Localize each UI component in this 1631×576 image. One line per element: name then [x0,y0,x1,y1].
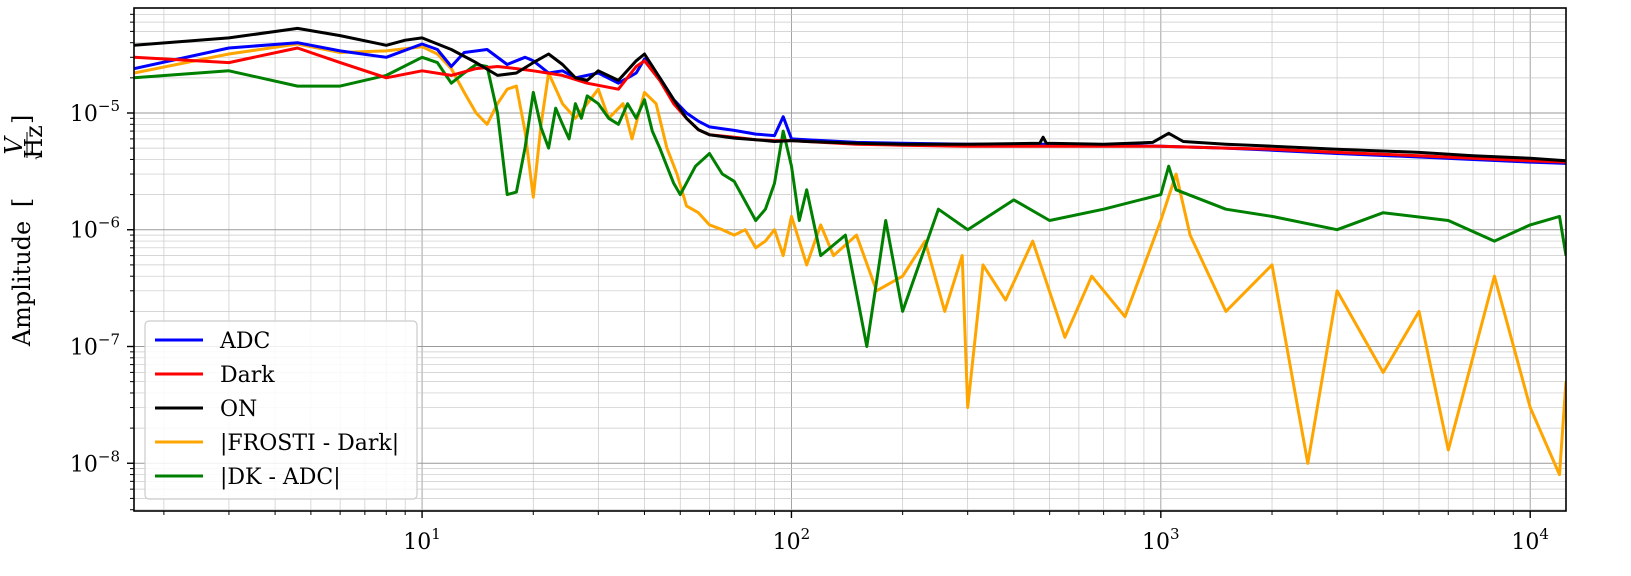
tick-label-layer: 101 102 103 104 10−8 10−7 10−6 10−5 [70,97,1549,555]
y-tick-label: 10−7 [70,331,120,361]
y-axis-unit-denominator: Hz [20,125,48,159]
y-tick-label: 10−5 [70,97,120,127]
x-tick-label: 104 [1511,525,1549,555]
x-tick-label: 103 [1142,525,1180,555]
y-axis-label: Amplitude [ V √ Hz ] [0,115,48,348]
legend-label: |DK - ADC| [220,465,341,490]
legend: ADC Dark ON |FROSTI - Dark| |DK - ADC| [144,320,418,500]
x-tick-label: 102 [773,525,811,555]
legend-label: ADC [219,329,270,354]
svg-text:]: ] [8,115,36,124]
series-line-dark [134,46,1566,164]
y-tick-label: 10−6 [70,214,120,244]
legend-label: Dark [220,363,275,388]
y-tick-label: 10−8 [70,447,120,477]
x-tick-label: 101 [403,525,441,555]
legend-frame [144,320,418,500]
y-axis-unit-numerator: V [0,135,28,155]
series-line-dk-adc [134,55,1566,348]
y-axis-label-text: Amplitude [8,221,36,347]
plot-frame [133,7,1567,512]
legend-label: ON [220,397,257,422]
series-line-on [134,26,1566,163]
y-axis-unit-sqrt: √ [30,151,46,160]
series-line-frosti-dark [134,42,1566,477]
svg-text:Amplitude [: Amplitude [ [8,198,36,348]
series-layer [134,26,1566,477]
legend-label: |FROSTI - Dark| [220,431,399,456]
tick-layer [127,13,1531,518]
